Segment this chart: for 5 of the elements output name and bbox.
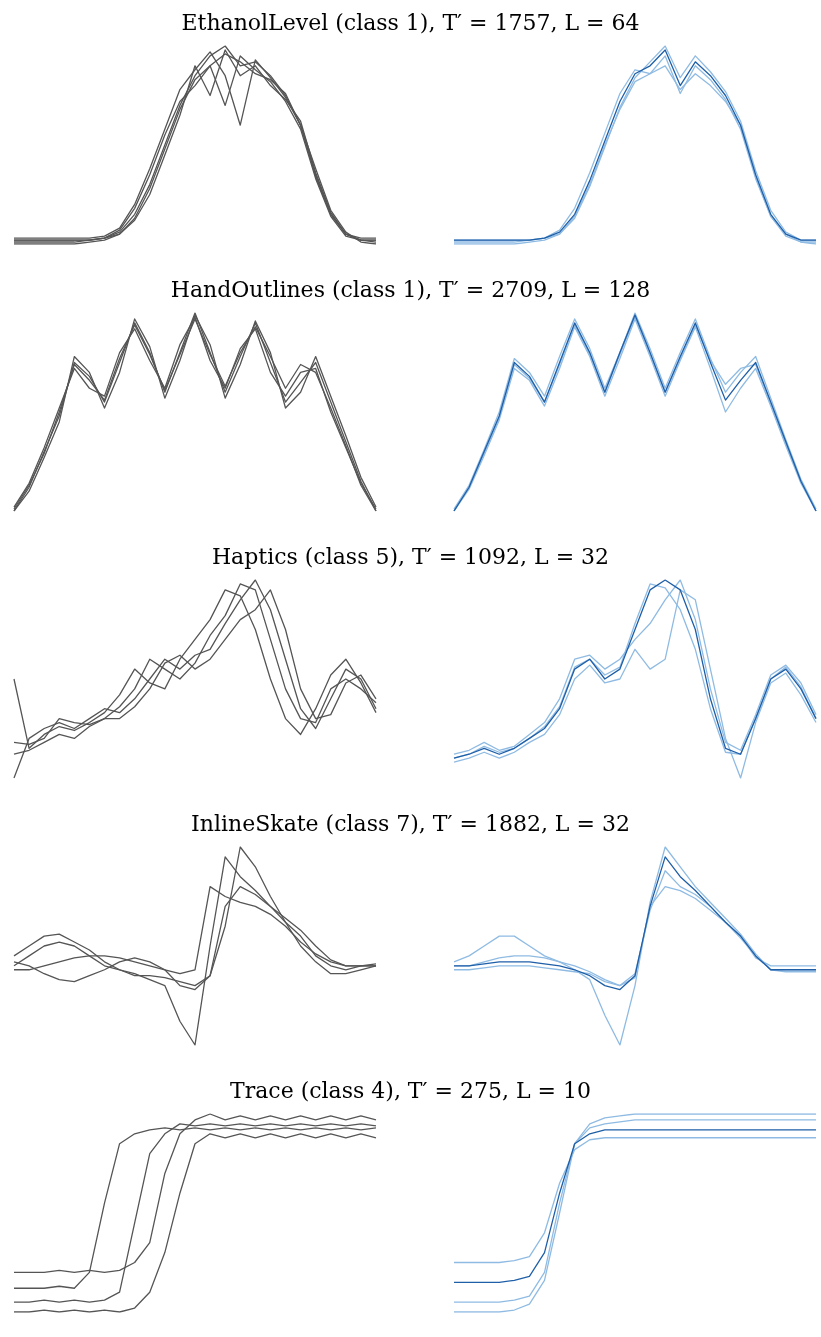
chart-title: HandOutlines (class 1), T′ = 2709, L = 128 xyxy=(169,277,652,302)
chart-title: Haptics (class 5), T′ = 1092, L = 32 xyxy=(210,544,611,569)
chart-title: Trace (class 4), T′ = 275, L = 10 xyxy=(229,1078,592,1103)
chart-title: EthanolLevel (class 1), T′ = 1757, L = 64 xyxy=(180,10,641,35)
chart-title: InlineSkate (class 7), T′ = 1882, L = 32 xyxy=(190,811,631,836)
